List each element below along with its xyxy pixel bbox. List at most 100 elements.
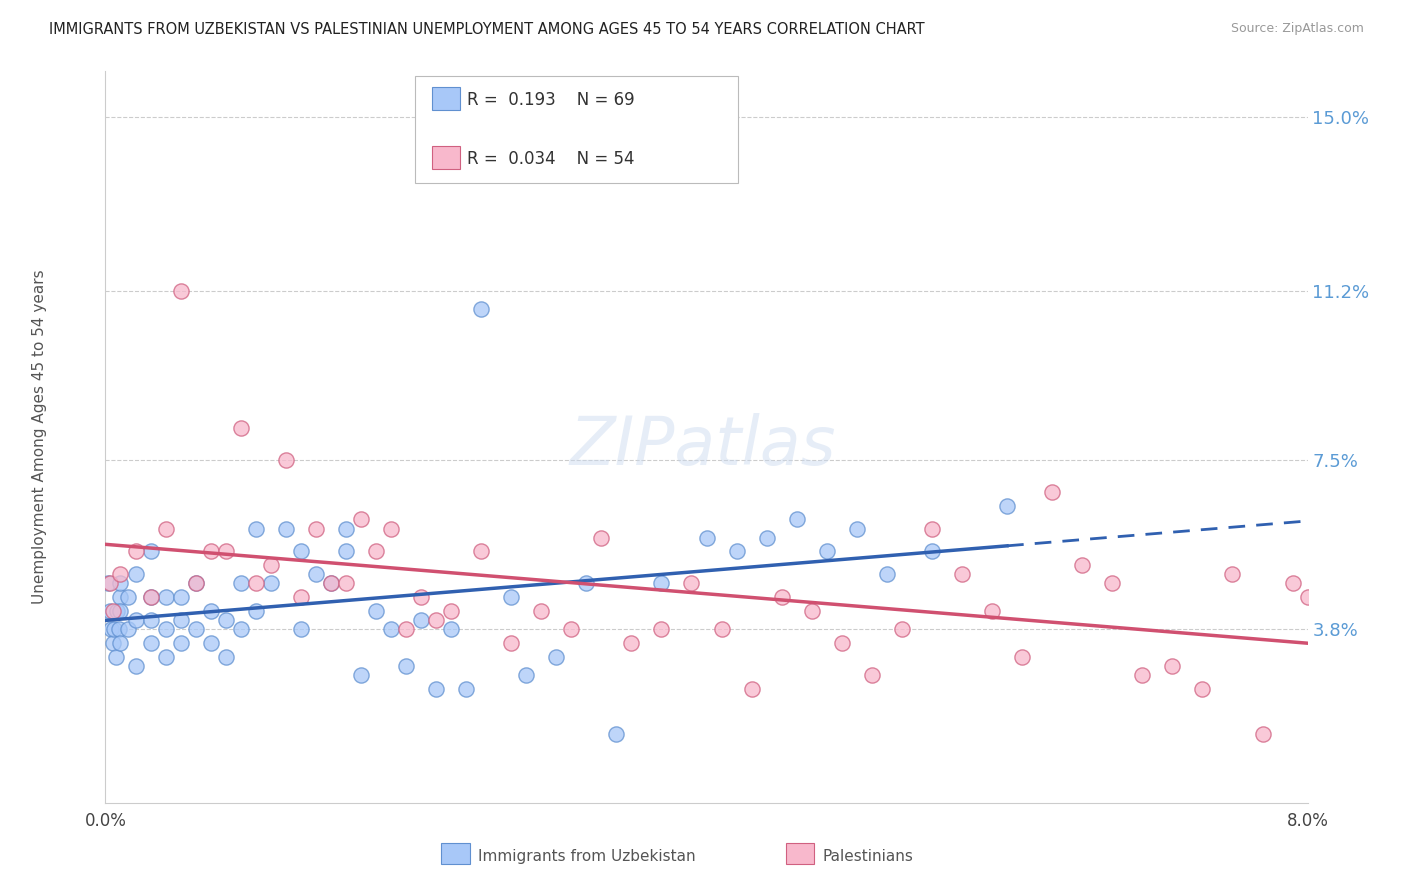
Point	[139, 636, 162, 650]
Point	[350, 667, 373, 681]
Point	[108, 622, 131, 636]
Point	[155, 649, 177, 664]
Point	[605, 727, 627, 741]
Point	[741, 681, 763, 696]
Point	[501, 636, 523, 650]
Point	[110, 567, 132, 582]
Point	[831, 636, 853, 650]
Point	[1281, 576, 1303, 591]
Point	[425, 613, 447, 627]
Text: Source: ZipAtlas.com: Source: ZipAtlas.com	[1230, 22, 1364, 36]
Point	[107, 604, 129, 618]
Point	[200, 544, 222, 558]
Point	[155, 590, 177, 604]
Point	[560, 622, 582, 636]
Point	[515, 667, 537, 681]
Point	[1161, 658, 1184, 673]
Point	[364, 604, 387, 618]
Point	[800, 604, 823, 618]
Point	[184, 622, 207, 636]
Point	[104, 649, 127, 664]
Point	[815, 544, 838, 558]
Point	[681, 576, 703, 591]
Point	[200, 636, 222, 650]
Text: 0.0%: 0.0%	[84, 812, 127, 830]
Point	[1191, 681, 1213, 696]
Point	[530, 604, 553, 618]
Point	[395, 622, 418, 636]
Point	[546, 649, 568, 664]
Point	[890, 622, 912, 636]
Point	[103, 622, 125, 636]
Point	[274, 521, 297, 535]
Point	[169, 284, 191, 298]
Point	[335, 544, 357, 558]
Point	[100, 622, 122, 636]
Point	[97, 576, 120, 591]
Point	[245, 576, 267, 591]
Point	[184, 576, 207, 591]
Point	[650, 576, 672, 591]
Point	[620, 636, 643, 650]
Point	[380, 622, 402, 636]
Point	[110, 636, 132, 650]
Point	[350, 512, 373, 526]
Point	[995, 499, 1018, 513]
Point	[876, 567, 898, 582]
Point	[1251, 727, 1274, 741]
Point	[110, 590, 132, 604]
Point	[290, 544, 312, 558]
Point	[335, 576, 357, 591]
Text: IMMIGRANTS FROM UZBEKISTAN VS PALESTINIAN UNEMPLOYMENT AMONG AGES 45 TO 54 YEARS: IMMIGRANTS FROM UZBEKISTAN VS PALESTINIA…	[49, 22, 925, 37]
Point	[921, 521, 943, 535]
Point	[425, 681, 447, 696]
Point	[364, 544, 387, 558]
Point	[124, 544, 146, 558]
Point	[229, 622, 252, 636]
Point	[169, 590, 191, 604]
Point	[274, 453, 297, 467]
Point	[319, 576, 342, 591]
Point	[139, 544, 162, 558]
Point	[214, 613, 236, 627]
Point	[98, 576, 121, 591]
Point	[245, 521, 267, 535]
Point	[245, 604, 267, 618]
Point	[110, 604, 132, 618]
Point	[214, 544, 236, 558]
Point	[981, 604, 1004, 618]
Point	[1101, 576, 1123, 591]
Text: Palestinians: Palestinians	[823, 849, 914, 863]
Text: R =  0.034    N = 54: R = 0.034 N = 54	[467, 150, 634, 168]
Text: ZIPatlas: ZIPatlas	[569, 413, 837, 479]
Point	[139, 590, 162, 604]
Point	[260, 576, 283, 591]
Point	[454, 681, 477, 696]
Point	[860, 667, 883, 681]
Text: 8.0%: 8.0%	[1286, 812, 1329, 830]
Point	[124, 567, 146, 582]
Point	[1222, 567, 1244, 582]
Point	[184, 576, 207, 591]
Point	[395, 658, 418, 673]
Point	[470, 301, 492, 317]
Point	[290, 590, 312, 604]
Point	[755, 531, 778, 545]
Point	[845, 521, 868, 535]
Point	[770, 590, 793, 604]
Point	[1040, 485, 1063, 500]
Point	[319, 576, 342, 591]
Point	[117, 590, 139, 604]
Point	[1130, 667, 1153, 681]
Point	[786, 512, 808, 526]
Point	[305, 567, 328, 582]
Point	[305, 521, 328, 535]
Point	[409, 613, 432, 627]
Point	[139, 613, 162, 627]
Point	[98, 604, 121, 618]
Point	[155, 622, 177, 636]
Point	[169, 636, 191, 650]
Point	[229, 576, 252, 591]
Point	[290, 622, 312, 636]
Point	[101, 604, 124, 618]
